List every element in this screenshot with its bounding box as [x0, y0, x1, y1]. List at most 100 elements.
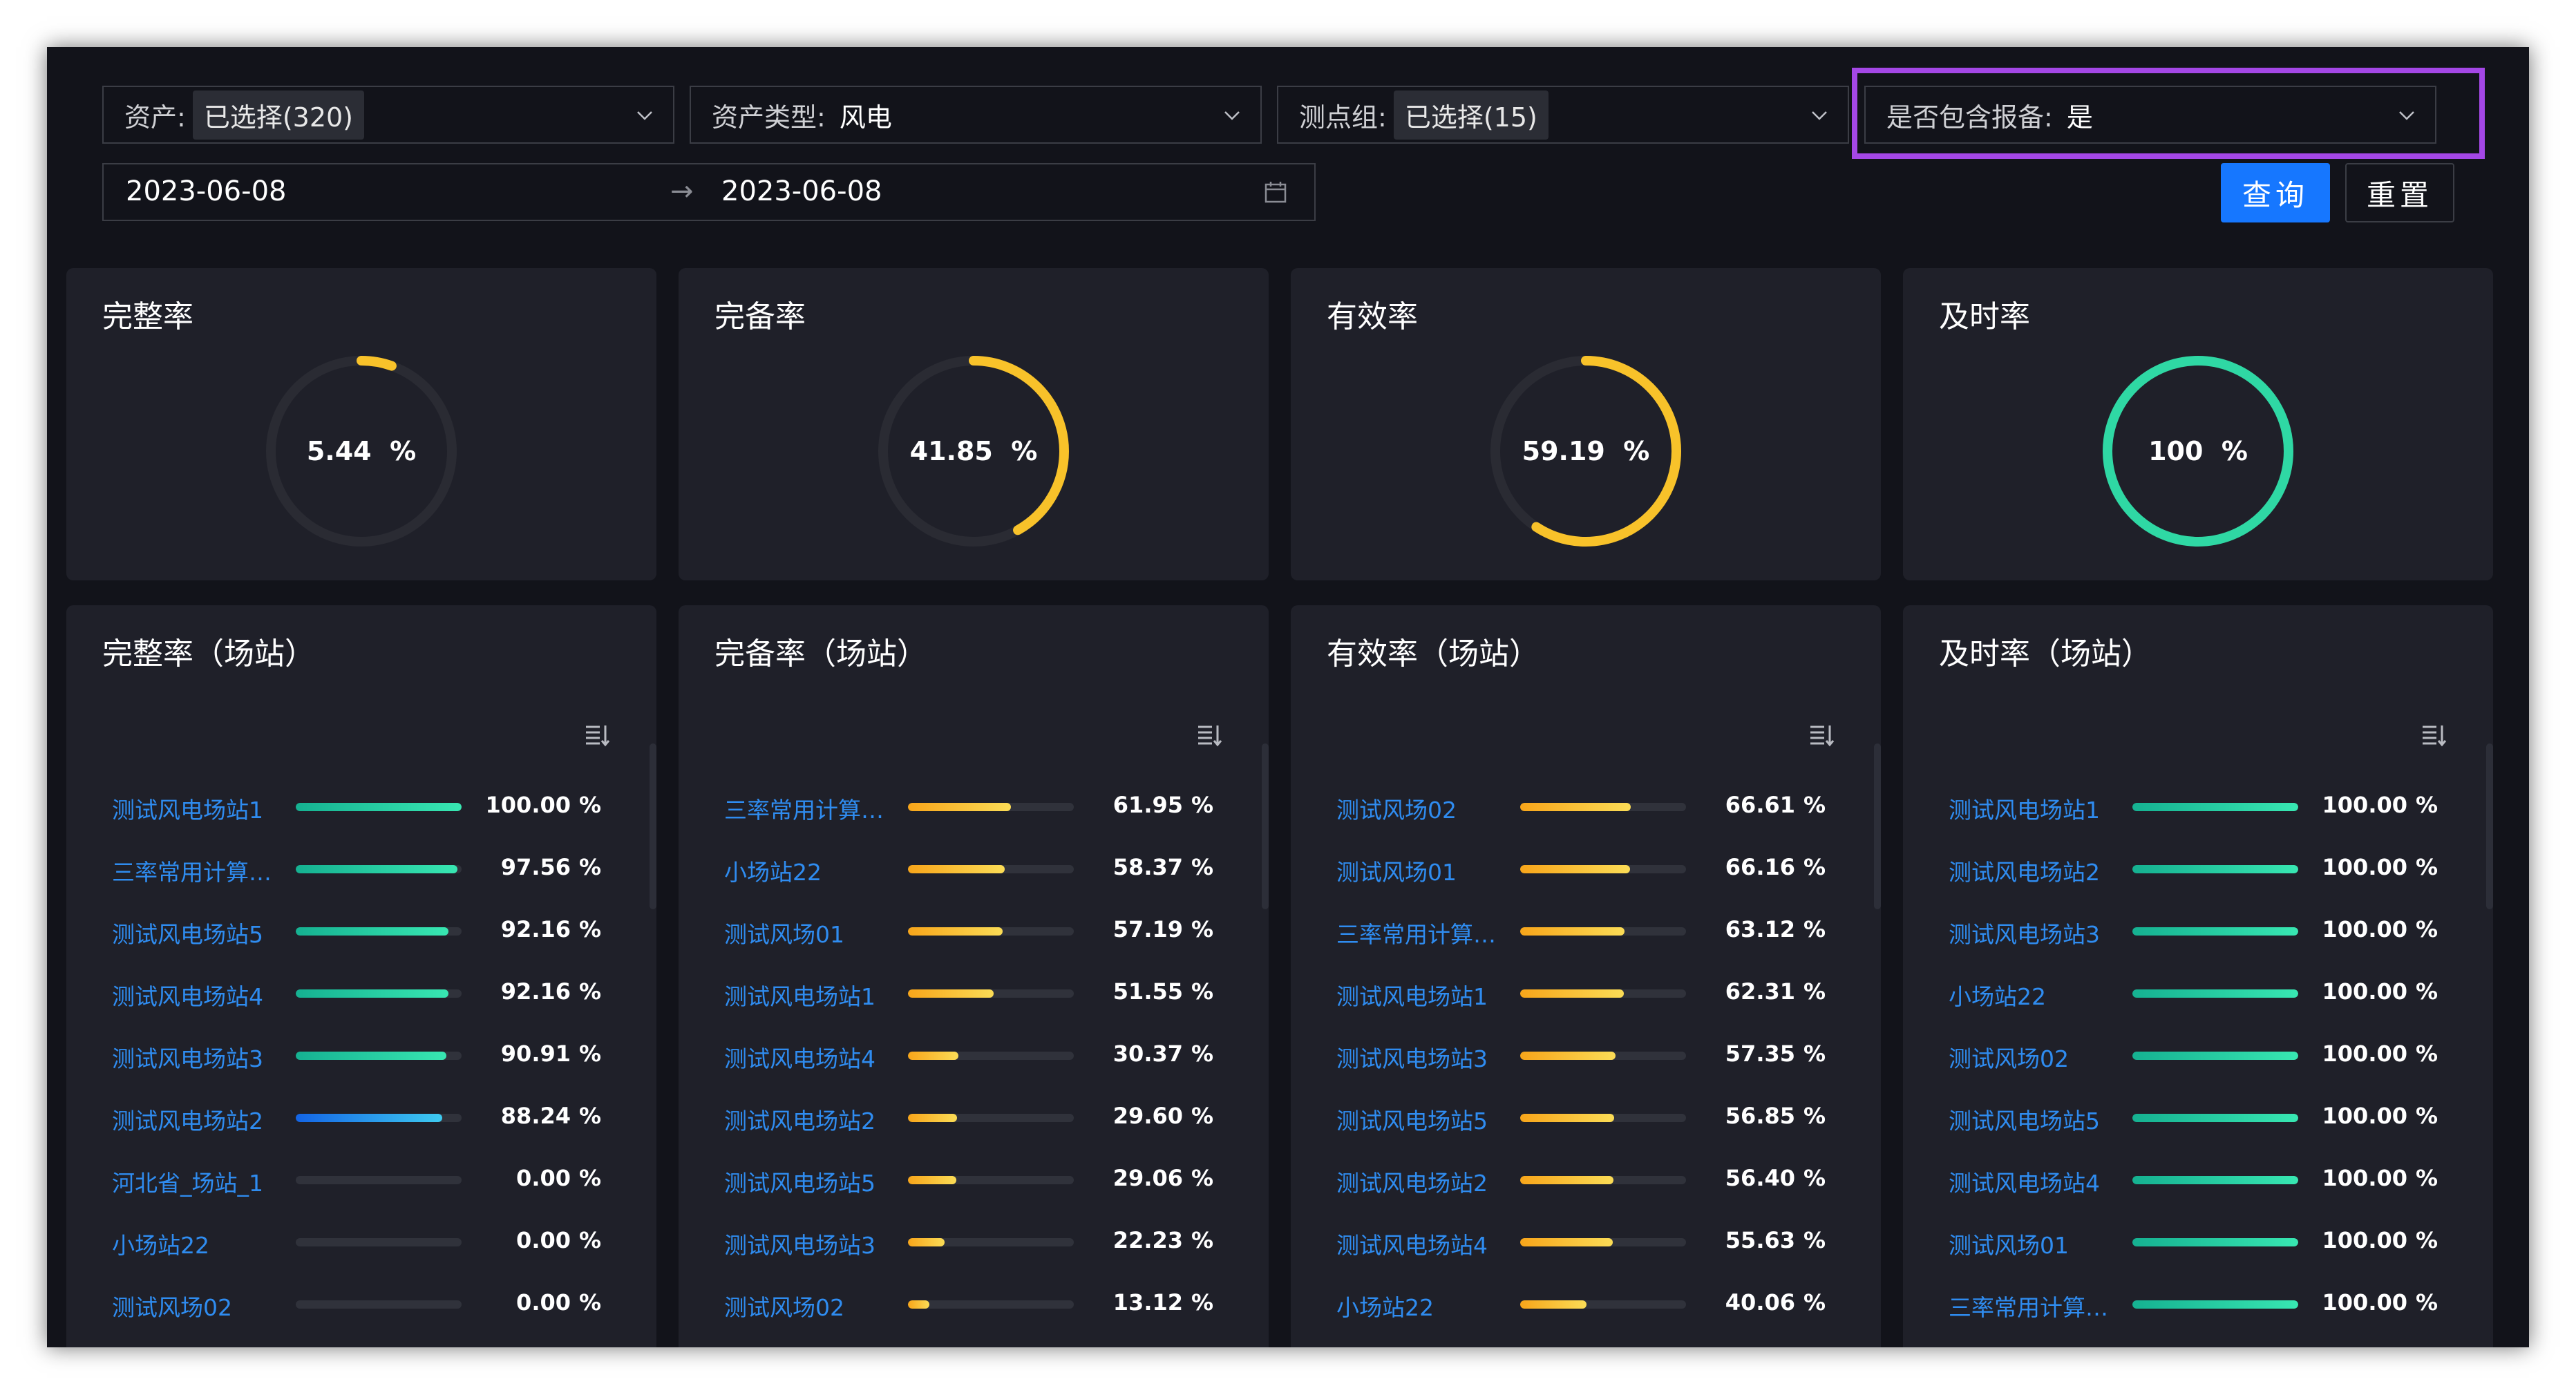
- date-start[interactable]: 2023-06-08: [126, 175, 287, 207]
- scrollbar[interactable]: [2486, 743, 2493, 909]
- rate-value: 0.00: [516, 1227, 571, 1253]
- station-link[interactable]: 测试风电场站4: [1949, 1170, 2100, 1197]
- gauge-card-completeness: 完整率 5.44 %: [66, 268, 656, 580]
- point-group-selected-tag: 已选择(15): [1393, 90, 1549, 140]
- ranking-card-completeness: 完整率（场站） 测试风电场站1 100.00% 三率常用计算… 97.56% 测试风电场…: [66, 605, 656, 1347]
- asset-select[interactable]: 资产: 已选择(320): [102, 86, 674, 144]
- station-link[interactable]: 测试风电场站5: [1949, 1108, 2100, 1135]
- station-link[interactable]: 测试风电场站3: [724, 1232, 875, 1259]
- date-end[interactable]: 2023-06-08: [721, 175, 882, 207]
- station-link[interactable]: 测试风场01: [724, 921, 844, 948]
- ranking-list: 测试风场02 66.61% 测试风场01 66.16% 三率常用计算… 63.12% 测试风…: [1291, 605, 1881, 1347]
- progress-fill: [2132, 1238, 2298, 1246]
- include-report-select[interactable]: 是否包含报备: 是: [1864, 86, 2436, 144]
- station-link[interactable]: 测试风电场站1: [112, 797, 263, 824]
- progress-track: [908, 865, 1074, 873]
- query-button[interactable]: 查询: [2221, 163, 2330, 222]
- sort-icon[interactable]: [583, 721, 611, 749]
- rate-unit: %: [2416, 1041, 2438, 1067]
- rate-value: 30.37: [1112, 1041, 1183, 1067]
- station-link[interactable]: 测试风场02: [1336, 797, 1457, 824]
- station-link[interactable]: 测试风电场站4: [112, 983, 263, 1010]
- progress-fill: [1520, 1176, 1614, 1184]
- station-link[interactable]: 河北省_场站_1: [112, 1170, 263, 1197]
- station-link[interactable]: 小场站22: [112, 1232, 209, 1259]
- sort-icon[interactable]: [1808, 721, 1835, 749]
- scrollbar[interactable]: [1262, 743, 1269, 909]
- station-link[interactable]: 测试风场01: [1949, 1232, 2069, 1259]
- station-link[interactable]: 小场站22: [1336, 1294, 1434, 1321]
- station-link[interactable]: 测试风电场站2: [724, 1108, 875, 1135]
- rate-unit: %: [2416, 1165, 2438, 1191]
- progress-track: [2132, 803, 2298, 811]
- progress-track: [1520, 803, 1686, 811]
- rate-unit: %: [1803, 792, 1826, 818]
- station-link[interactable]: 小场站22: [1949, 983, 2046, 1010]
- station-link[interactable]: 三率常用计算…: [1336, 921, 1496, 948]
- ranking-card-readiness: 完备率（场站） 三率常用计算… 61.95% 小场站22 58.37% 测试风场01 57…: [679, 605, 1269, 1347]
- point-group-select[interactable]: 测点组: 已选择(15): [1277, 86, 1849, 144]
- progress-track: [296, 1238, 462, 1246]
- rate-value: 61.95: [1112, 792, 1183, 818]
- station-link[interactable]: 三率常用计算…: [112, 859, 272, 886]
- rate-value: 22.23: [1112, 1227, 1183, 1253]
- date-range-picker[interactable]: 2023-06-08 → 2023-06-08: [102, 163, 1316, 221]
- gauge-ring: 5.44 %: [261, 351, 462, 551]
- scrollbar[interactable]: [650, 743, 656, 909]
- station-link[interactable]: 测试风电场站5: [724, 1170, 875, 1197]
- station-link[interactable]: 小场站22: [724, 859, 822, 886]
- gauge-value: 59.19: [1522, 436, 1605, 466]
- station-link[interactable]: 三率常用计算…: [1949, 1294, 2108, 1321]
- ranking-row: 测试风电场站1 51.55%: [679, 973, 1269, 1014]
- ranking-list: 测试风电场站1 100.00% 测试风电场站2 100.00% 测试风电场站3 100.0…: [1903, 605, 2493, 1347]
- ranking-row: 测试风电场站5 29.06%: [679, 1159, 1269, 1201]
- asset-type-select[interactable]: 资产类型: 风电: [690, 86, 1262, 144]
- chevron-down-icon: [1222, 105, 1242, 126]
- station-link[interactable]: 测试风电场站3: [1336, 1045, 1488, 1072]
- station-link[interactable]: 测试风电场站5: [112, 921, 263, 948]
- station-link[interactable]: 测试风电场站2: [1949, 859, 2100, 886]
- progress-track: [1520, 1052, 1686, 1060]
- rate-value: 100.00: [2322, 854, 2407, 880]
- progress-track: [2132, 1052, 2298, 1060]
- ranking-card-timeliness: 及时率（场站） 测试风电场站1 100.00% 测试风电场站2 100.00% 测试风电…: [1903, 605, 2493, 1347]
- sort-icon[interactable]: [1195, 721, 1223, 749]
- progress-fill: [908, 1176, 956, 1184]
- station-link[interactable]: 测试风电场站3: [112, 1045, 263, 1072]
- progress-track: [296, 1052, 462, 1060]
- station-link[interactable]: 测试风场02: [1949, 1045, 2069, 1072]
- progress-fill: [908, 1238, 945, 1246]
- station-link[interactable]: 三率常用计算…: [724, 797, 884, 824]
- station-link[interactable]: 测试风电场站1: [1949, 797, 2100, 824]
- rate-value: 92.16: [500, 916, 571, 942]
- asset-selected-tag: 已选择(320): [192, 90, 364, 140]
- station-link[interactable]: 测试风电场站4: [1336, 1232, 1488, 1259]
- station-link[interactable]: 测试风电场站4: [724, 1045, 875, 1072]
- station-link[interactable]: 测试风场01: [1336, 859, 1457, 886]
- station-link[interactable]: 测试风电场站1: [1336, 983, 1488, 1010]
- progress-track: [296, 803, 462, 811]
- rate-unit: %: [2416, 1289, 2438, 1316]
- reset-button[interactable]: 重置: [2345, 163, 2454, 222]
- station-link[interactable]: 测试风电场站2: [112, 1108, 263, 1135]
- progress-track: [908, 1300, 1074, 1309]
- calendar-icon[interactable]: [1263, 180, 1288, 205]
- gauge-ring: 59.19 %: [1486, 351, 1686, 551]
- rate-unit: %: [1803, 854, 1826, 880]
- rate-unit: %: [1191, 978, 1214, 1005]
- station-link[interactable]: 测试风电场站3: [1949, 921, 2100, 948]
- station-link[interactable]: 测试风电场站2: [1336, 1170, 1488, 1197]
- progress-fill: [2132, 927, 2298, 936]
- rate-value: 90.91: [500, 1041, 571, 1067]
- asset-select-label: 资产:: [124, 102, 186, 133]
- station-link[interactable]: 测试风电场站1: [724, 983, 875, 1010]
- progress-track: [1520, 865, 1686, 873]
- sort-icon[interactable]: [2420, 721, 2447, 749]
- station-link[interactable]: 测试风场02: [724, 1294, 844, 1321]
- rate-unit: %: [1803, 978, 1826, 1005]
- station-link[interactable]: 测试风电场站5: [1336, 1108, 1488, 1135]
- rate-unit: %: [1191, 916, 1214, 942]
- station-link[interactable]: 测试风场02: [112, 1294, 232, 1321]
- rate-value: 100.00: [2322, 1289, 2407, 1316]
- scrollbar[interactable]: [1874, 743, 1881, 909]
